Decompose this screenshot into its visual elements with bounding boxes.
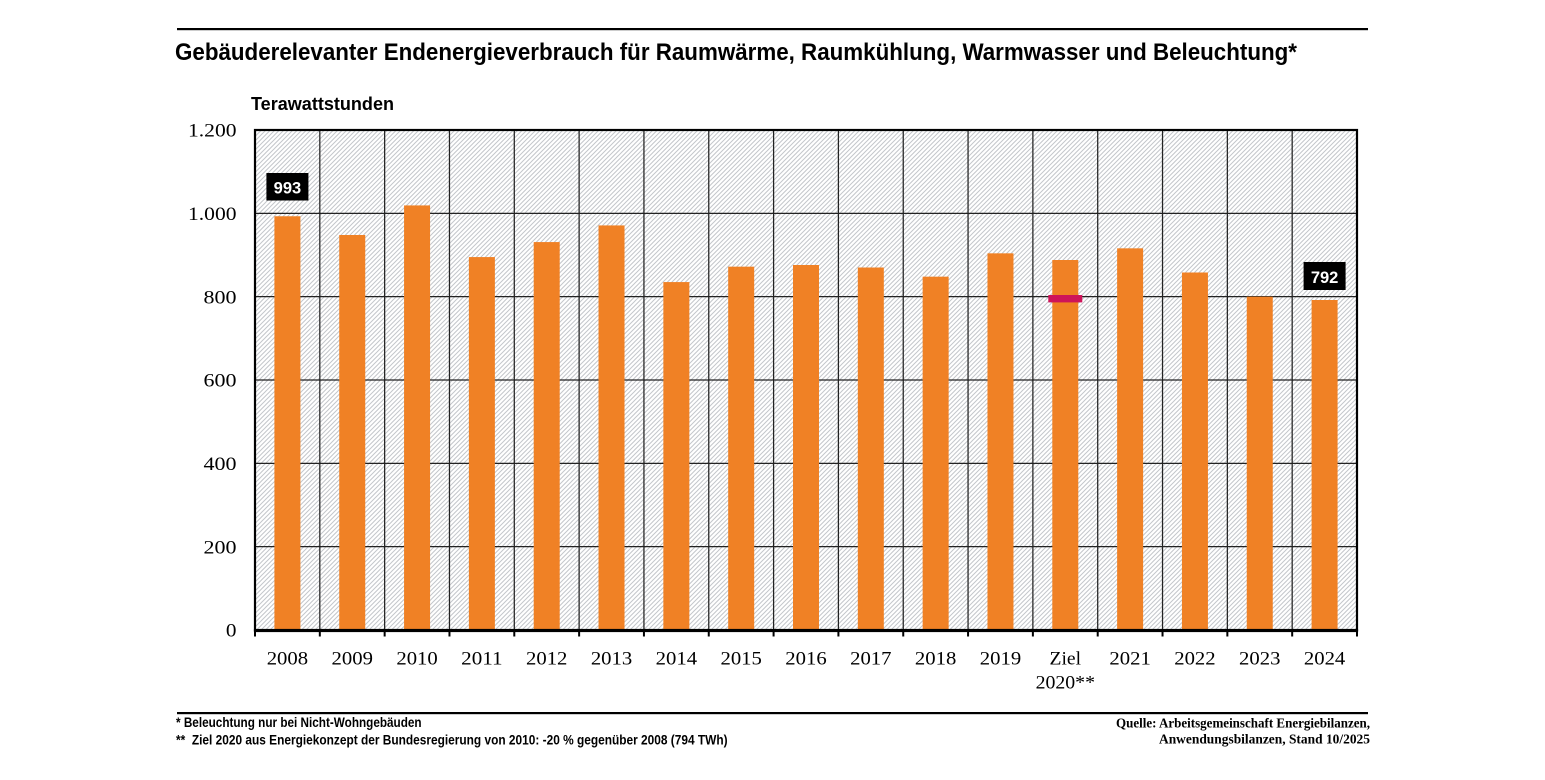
svg-text:792: 792 [1311,269,1339,287]
svg-text:400: 400 [204,454,237,475]
svg-text:Anwendungsbilanzen, Stand 10/2: Anwendungsbilanzen, Stand 10/2025 [1159,733,1370,748]
svg-text:Quelle: Arbeitsgemeinschaft En: Quelle: Arbeitsgemeinschaft Energiebilan… [1116,717,1370,732]
svg-text:993: 993 [274,180,302,198]
svg-text:1.000: 1.000 [188,204,237,225]
svg-text:800: 800 [204,287,237,308]
svg-text:0: 0 [226,621,237,642]
svg-text:2012: 2012 [526,649,567,670]
svg-text:2015: 2015 [720,649,761,670]
svg-text:2014: 2014 [656,649,698,670]
svg-text:2020**: 2020** [1036,673,1095,694]
svg-text:2019: 2019 [980,649,1021,670]
svg-text:200: 200 [204,537,237,558]
svg-text:2021: 2021 [1109,649,1150,670]
svg-text:Ziel: Ziel [1050,649,1082,670]
svg-text:Gebäuderelevanter Endenergieve: Gebäuderelevanter Endenergieverbrauch fü… [175,39,1298,66]
svg-text:1.200: 1.200 [188,121,237,142]
svg-text:2023: 2023 [1239,649,1280,670]
svg-text:** Ziel 2020 aus Energiekonze: ** Ziel 2020 aus Energiekonzept der Bund… [176,732,728,748]
svg-text:2016: 2016 [785,649,826,670]
svg-text:2013: 2013 [591,649,632,670]
svg-text:2009: 2009 [332,649,373,670]
svg-text:2010: 2010 [396,649,437,670]
svg-text:2017: 2017 [850,649,891,670]
svg-text:600: 600 [204,371,237,392]
svg-text:2011: 2011 [461,649,502,670]
svg-text:2008: 2008 [267,649,308,670]
svg-text:* Beleuchtung nur bei Nicht-Wo: * Beleuchtung nur bei Nicht-Wohngebäuden [176,714,422,730]
svg-text:2022: 2022 [1174,649,1215,670]
svg-text:2018: 2018 [915,649,956,670]
svg-text:Terawattstunden: Terawattstunden [251,93,394,114]
svg-text:2024: 2024 [1304,649,1346,670]
